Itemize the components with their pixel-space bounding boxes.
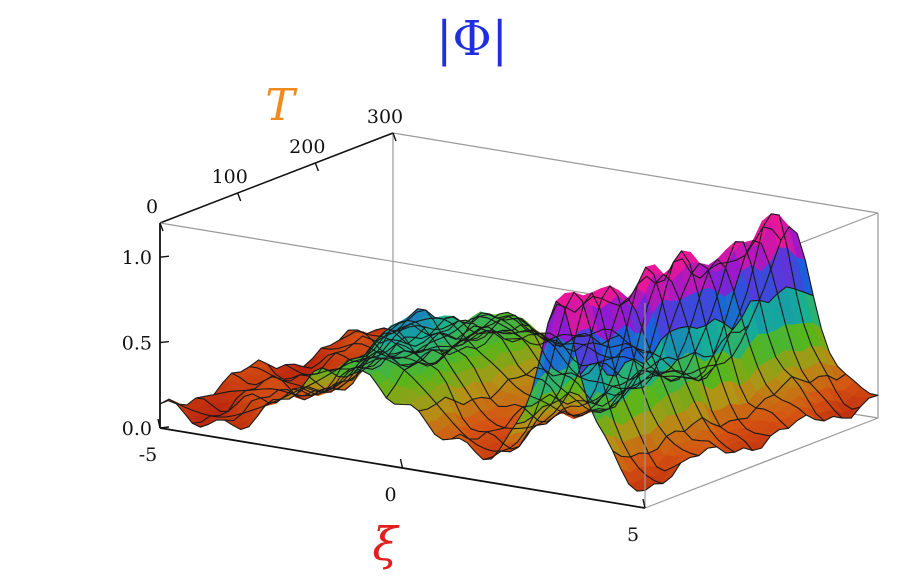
mesh-line-const-xi: [192, 326, 426, 424]
box-edge: [159, 132, 394, 224]
T-tick-label: 0: [146, 196, 158, 218]
mesh-line-const-T: [285, 250, 771, 437]
mesh-line-const-xi: [515, 324, 750, 425]
x-tick-label: -5: [139, 444, 158, 466]
mesh-line-const-xi: [224, 320, 459, 422]
mesh-line-const-T: [195, 292, 682, 472]
mesh-line-const-T: [249, 266, 735, 453]
x-tick-label: 0: [384, 484, 396, 506]
mesh-line-const-T: [159, 300, 646, 492]
x-tick-mark: [399, 458, 404, 469]
mesh-line-const-xi: [385, 324, 620, 399]
T-tick-mark: [392, 132, 397, 142]
mesh-line-const-T: [177, 291, 664, 485]
T-tick-mark: [314, 162, 319, 172]
mesh-line-const-xi: [159, 327, 394, 406]
z-tick-label: 0.5: [122, 333, 152, 355]
mesh-line-const-xi: [321, 318, 555, 372]
box-edge: [392, 132, 879, 214]
mesh-line-const-xi: [353, 309, 588, 374]
chart-title: |Φ|: [436, 11, 508, 67]
box-edge: [159, 222, 646, 304]
z-tick-label: 1.0: [122, 247, 152, 269]
x-tick-label: 5: [627, 524, 639, 546]
T-tick-label: 200: [289, 136, 325, 158]
mesh-line-const-xi: [579, 286, 814, 377]
mesh-line-const-T: [267, 273, 753, 451]
mesh-line-const-xi: [483, 364, 717, 461]
T-tick-mark: [159, 222, 164, 232]
box-edge: [644, 417, 879, 509]
x-tick-mark: [642, 498, 646, 509]
z-tick-mark: [159, 426, 170, 429]
mesh-line-const-xi: [644, 394, 879, 491]
mesh-line-const-xi: [547, 226, 782, 324]
z-tick-label: 0.0: [122, 418, 152, 440]
x-tick-mark: [157, 418, 161, 429]
T-tick-mark: [237, 192, 242, 202]
mesh-line-const-xi: [418, 345, 652, 412]
mesh-line-const-xi: [288, 330, 523, 400]
y-axis-label-T: T: [265, 80, 298, 131]
mesh-line-const-T: [356, 239, 843, 419]
mesh-line-const-T: [231, 297, 718, 448]
z-tick-mark: [159, 255, 170, 258]
z-tick-mark: [159, 340, 170, 344]
mesh-line-const-T: [338, 241, 825, 422]
T-tick-label: 100: [212, 166, 248, 188]
x-axis-label-xi: ξ: [372, 517, 400, 571]
mesh-line-const-T: [374, 213, 861, 410]
surface-mesh: [159, 213, 880, 492]
mesh-line-const-xi: [612, 373, 847, 458]
T-tick-label: 300: [367, 106, 403, 128]
